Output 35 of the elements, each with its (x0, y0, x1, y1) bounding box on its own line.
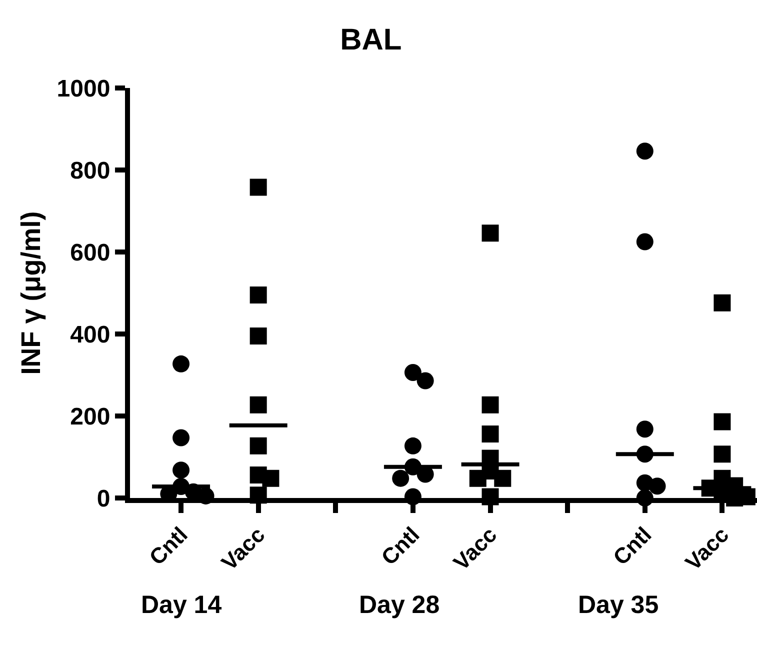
text: Day 28 (359, 591, 440, 619)
y-tick-label: 400 (70, 321, 110, 348)
point (482, 426, 499, 443)
point (714, 413, 731, 430)
point (636, 142, 654, 160)
x-tick-label: Cntl (144, 522, 192, 570)
point (404, 458, 422, 476)
point (404, 364, 422, 382)
x-tick-label: Cntl (608, 522, 656, 570)
point (482, 396, 499, 414)
text: Day 35 (578, 591, 659, 619)
y-tick-label: 200 (70, 403, 110, 430)
y-tick-label: 800 (70, 157, 110, 184)
point (172, 462, 190, 479)
x-tick-label: Cntl (376, 522, 424, 570)
point (250, 396, 267, 414)
point (250, 286, 267, 304)
point (250, 328, 267, 345)
point (636, 446, 654, 463)
point (250, 178, 267, 196)
y-tick-label: 0 (96, 485, 110, 512)
point (404, 437, 422, 454)
point (714, 294, 731, 312)
text: Day 14 (141, 591, 222, 619)
point (172, 429, 190, 446)
y-axis-title: INF γ (μg/ml) (16, 211, 46, 375)
point (636, 420, 654, 438)
y-tick-label: 1000 (56, 75, 110, 102)
point (172, 355, 190, 372)
point (636, 233, 654, 250)
point (714, 446, 731, 463)
point (250, 437, 267, 454)
chart-title: BAL (340, 23, 402, 56)
point (482, 224, 499, 242)
y-tick-label: 600 (70, 239, 110, 266)
